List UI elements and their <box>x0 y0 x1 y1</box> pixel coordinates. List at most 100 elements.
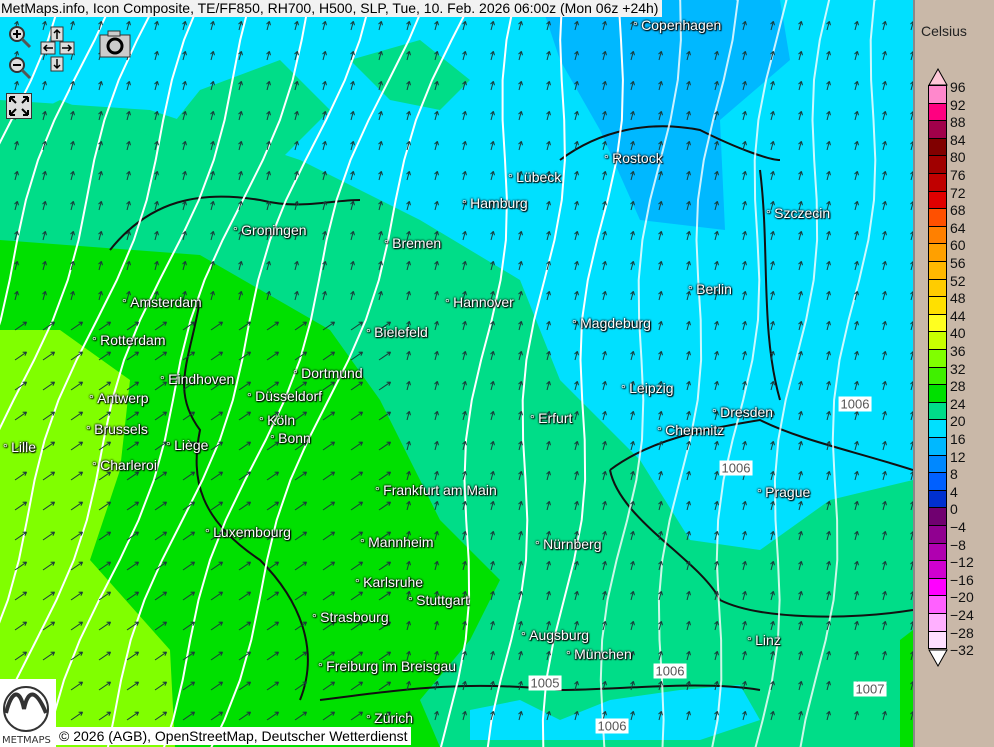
wind-arrow <box>182 681 196 691</box>
wind-arrow <box>518 620 523 631</box>
wind-arrow <box>350 561 364 571</box>
wind-arrow <box>182 621 196 631</box>
city-label: Erfurt <box>530 410 572 426</box>
wind-arrow <box>294 711 308 721</box>
wind-arrow <box>770 50 775 61</box>
wind-arrow <box>98 20 103 31</box>
wind-arrow <box>462 350 467 361</box>
wind-arrow <box>294 170 299 181</box>
wind-arrow <box>294 651 308 661</box>
wind-arrow <box>406 380 411 391</box>
wind-arrow <box>490 170 495 181</box>
city-label: Linz <box>747 632 781 648</box>
wind-arrow <box>854 200 859 211</box>
wind-arrow <box>518 110 523 121</box>
city-label: Augsburg <box>521 627 589 643</box>
wind-arrow <box>910 650 913 661</box>
legend-label: 72 <box>950 184 966 201</box>
legend-swatch <box>928 155 947 174</box>
wind-arrow <box>238 290 243 301</box>
wind-arrow <box>14 260 19 271</box>
isobar-line <box>0 0 203 624</box>
wind-arrow <box>70 170 75 181</box>
wind-arrow <box>574 350 579 361</box>
wind-arrow <box>882 80 887 91</box>
wind-arrow <box>378 441 392 451</box>
wind-arrow <box>518 350 523 361</box>
wind-arrow <box>574 410 579 421</box>
wind-arrow <box>770 710 775 721</box>
wind-arrow <box>126 80 131 91</box>
wind-arrow <box>742 500 747 511</box>
wind-arrow <box>294 50 299 61</box>
wind-arrow <box>434 20 439 31</box>
wind-arrow <box>322 50 327 61</box>
legend-label: 76 <box>950 167 966 183</box>
wind-arrow <box>574 590 579 601</box>
wind-arrow <box>126 591 140 601</box>
wind-arrow <box>154 110 159 121</box>
wind-arrow <box>98 110 103 121</box>
wind-arrow <box>98 711 112 721</box>
city-label: Strasbourg <box>312 609 388 625</box>
wind-arrow <box>462 50 467 61</box>
wind-arrow <box>910 500 913 511</box>
wind-arrow <box>826 140 831 151</box>
wind-arrow <box>574 140 579 151</box>
wind-arrow <box>434 200 439 211</box>
wind-arrow <box>658 50 663 61</box>
wind-arrow <box>350 260 355 271</box>
wind-arrow <box>210 80 215 91</box>
wind-arrow <box>742 620 747 631</box>
wind-arrow <box>826 50 831 61</box>
wind-arrow <box>406 500 411 511</box>
wind-arrow <box>238 260 243 271</box>
wind-arrow <box>210 230 215 241</box>
wind-arrow <box>854 500 859 511</box>
wind-arrow <box>350 321 364 331</box>
wind-arrow <box>770 80 775 91</box>
wind-arrow <box>182 170 187 181</box>
wind-arrow <box>826 320 831 331</box>
wind-arrow <box>42 110 47 121</box>
legend-swatch <box>928 137 947 157</box>
wind-arrow <box>658 530 663 541</box>
legend-label: 56 <box>950 255 966 271</box>
wind-arrow <box>14 651 28 661</box>
wind-arrow <box>294 260 299 271</box>
wind-arrow <box>574 260 579 271</box>
wind-arrow <box>714 470 719 481</box>
wind-arrow <box>518 140 523 151</box>
wind-arrow <box>770 590 775 601</box>
wind-arrow <box>322 561 336 571</box>
wind-arrow <box>14 621 28 631</box>
wind-arrow <box>602 590 607 601</box>
wind-arrow <box>98 351 112 361</box>
wind-arrow <box>630 710 635 721</box>
city-label: Charleroi <box>92 457 157 473</box>
weather-map[interactable]: MetMaps.info, Icon Composite, TE/FF850, … <box>0 0 913 747</box>
legend-swatch <box>928 190 947 210</box>
wind-arrow <box>350 501 364 511</box>
legend-swatch <box>928 120 947 139</box>
wind-arrow <box>630 500 635 511</box>
legend-label: −20 <box>950 589 974 606</box>
wind-arrow <box>518 410 523 421</box>
wind-arrow <box>854 710 859 721</box>
wind-arrow <box>182 321 196 331</box>
wind-arrow <box>126 501 140 511</box>
wind-arrow <box>798 170 803 181</box>
isobar-label: 1006 <box>595 718 629 734</box>
wind-arrow <box>462 530 467 541</box>
city-label: Lille <box>3 439 36 455</box>
wind-arrow <box>378 200 383 211</box>
wind-arrow <box>742 680 747 691</box>
wind-arrow <box>686 710 691 721</box>
wind-arrow <box>210 170 215 181</box>
wind-arrow <box>686 50 691 61</box>
wind-arrow <box>882 470 887 481</box>
wind-arrow <box>602 680 607 691</box>
wind-arrow <box>98 411 112 421</box>
wind-arrow <box>630 440 635 451</box>
wind-arrow <box>42 290 47 301</box>
